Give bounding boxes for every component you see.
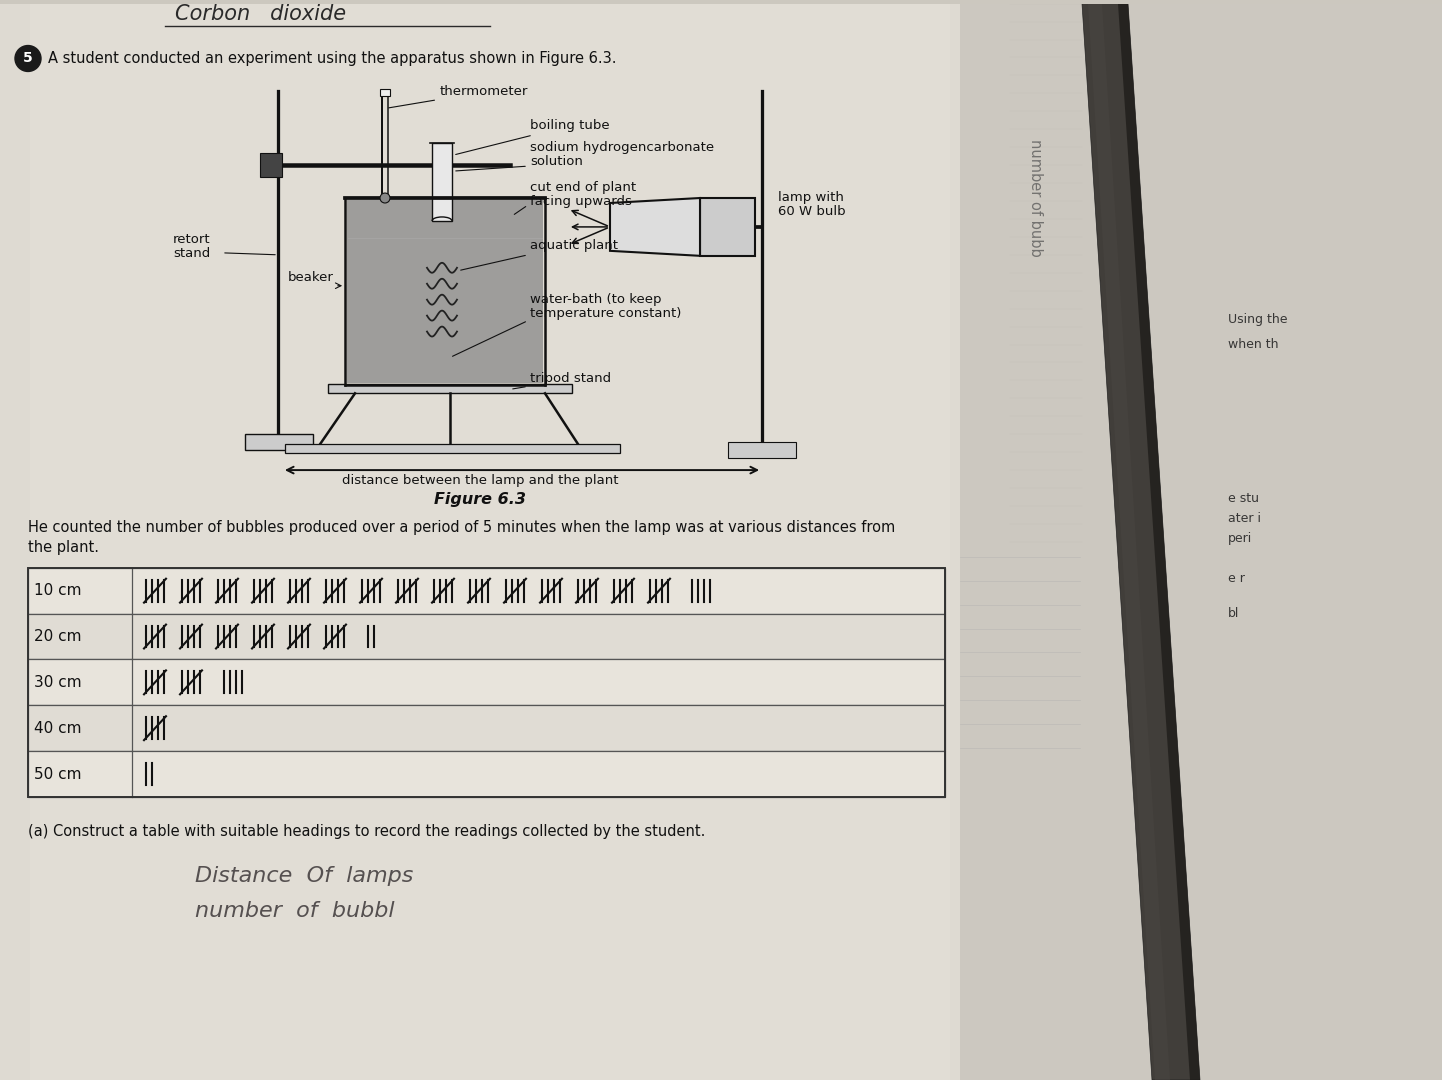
Text: Distance  Of  lamps: Distance Of lamps [195,866,414,886]
Bar [433,144,451,221]
Text: distance between the lamp and the plant: distance between the lamp and the plant [342,474,619,487]
Text: e r: e r [1229,571,1244,584]
Text: e stu: e stu [1229,492,1259,505]
Text: ater i: ater i [1229,512,1260,525]
Text: Corbon   dioxide: Corbon dioxide [174,3,346,24]
Circle shape [14,45,40,71]
Text: retort: retort [173,233,211,246]
Bar [960,3,1442,1080]
Bar [27,660,945,705]
Text: water-bath (to keep: water-bath (to keep [531,293,662,306]
Bar [699,198,756,256]
Bar [348,200,544,383]
Bar [27,751,945,797]
Text: A student conducted an experiment using the apparatus shown in Figure 6.3.: A student conducted an experiment using … [48,51,617,66]
Text: thermometer: thermometer [389,85,528,108]
Text: when th: when th [1229,338,1279,351]
Text: number  of  bubbl: number of bubbl [195,901,395,920]
Text: He counted the number of bubbles produced over a period of 5 minutes when the la: He counted the number of bubbles produce… [27,519,895,535]
Text: beaker: beaker [288,271,335,284]
Text: the plant.: the plant. [27,540,99,555]
Text: (a) Construct a table with suitable headings to record the readings collected by: (a) Construct a table with suitable head… [27,824,705,839]
Bar [260,153,283,177]
Bar [30,3,950,1080]
Polygon shape [1082,3,1200,1080]
Polygon shape [1089,3,1169,1080]
Text: sodium hydrogencarbonate: sodium hydrogencarbonate [531,141,714,154]
Text: tripod stand: tripod stand [531,373,611,386]
Text: stand: stand [173,247,211,260]
Polygon shape [1118,3,1200,1080]
Bar [27,568,945,797]
Text: 60 W bulb: 60 W bulb [779,205,845,218]
Polygon shape [610,198,699,256]
Text: lamp with: lamp with [779,191,844,204]
Bar [27,705,945,751]
Bar [245,434,313,450]
Text: bl: bl [1229,607,1239,620]
Text: 20 cm: 20 cm [35,629,82,644]
Text: temperature constant): temperature constant) [531,307,682,320]
Text: Figure 6.3: Figure 6.3 [434,492,526,507]
Circle shape [381,193,389,203]
Text: 50 cm: 50 cm [35,767,82,782]
Bar [381,90,389,96]
Text: facing upwards: facing upwards [531,195,632,208]
Text: number of bubb: number of bubb [1028,139,1043,257]
Bar [27,568,945,613]
Text: solution: solution [531,156,583,168]
Text: 10 cm: 10 cm [35,583,82,598]
Text: 5: 5 [23,52,33,66]
Bar [286,444,620,454]
Text: peri: peri [1229,531,1252,544]
Text: cut end of plant: cut end of plant [531,181,636,194]
Text: aquatic plant: aquatic plant [531,239,619,252]
Text: 30 cm: 30 cm [35,675,82,690]
Text: 40 cm: 40 cm [35,720,82,735]
Text: boiling tube: boiling tube [456,119,610,154]
Text: Using the: Using the [1229,312,1288,325]
Bar [728,442,796,458]
Bar [27,613,945,660]
Bar [327,384,572,393]
